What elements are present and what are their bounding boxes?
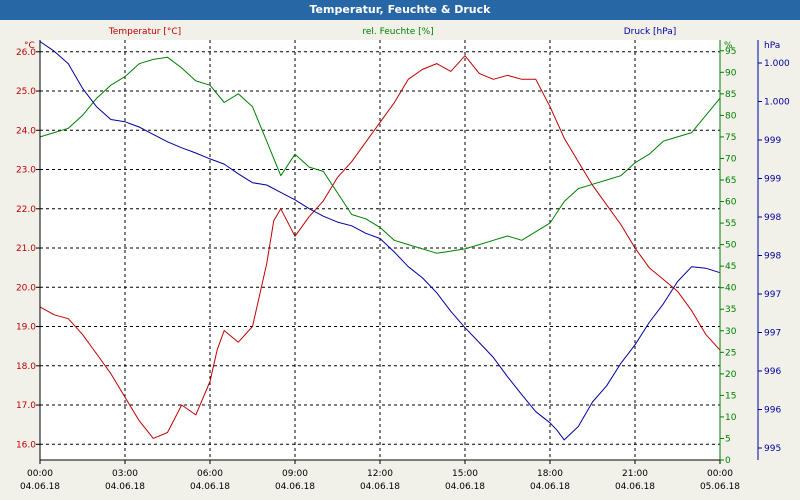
x-tick-date-label: 04.06.18	[20, 482, 60, 492]
temperature-tick-label: 16.0	[16, 440, 36, 450]
pressure-tick-label: 995	[764, 444, 781, 454]
temperature-tick-label: 18.0	[16, 362, 36, 372]
x-tick-date-label: 05.06.18	[700, 482, 740, 492]
x-tick-date-label: 04.06.18	[190, 482, 230, 492]
temperature-tick-label: 25.0	[16, 87, 36, 97]
temperature-tick-label: 21.0	[16, 244, 36, 254]
x-tick-date-label: 04.06.18	[445, 482, 485, 492]
humidity-tick-label: 75	[725, 133, 736, 143]
x-tick-time-label: 18:00	[537, 469, 563, 479]
temperature-tick-label: 24.0	[16, 126, 36, 136]
pressure-tick-label: 996	[764, 367, 781, 377]
x-tick-date-label: 04.06.18	[530, 482, 570, 492]
pressure-tick-label: 1.000	[764, 59, 790, 69]
humidity-tick-label: 80	[725, 111, 737, 121]
temperature-tick-label: 23.0	[16, 166, 36, 176]
temperature-axis-title: Temperatur [°C]	[108, 27, 181, 37]
x-tick-time-label: 03:00	[112, 469, 138, 479]
humidity-tick-label: 90	[725, 68, 737, 78]
x-tick-date-label: 04.06.18	[275, 482, 315, 492]
humidity-tick-label: 95	[725, 47, 736, 57]
humidity-tick-label: 30	[725, 327, 737, 337]
x-tick-time-label: 09:00	[282, 469, 308, 479]
x-tick-time-label: 06:00	[197, 469, 223, 479]
humidity-axis-title: rel. Feuchte [%]	[362, 27, 433, 37]
window-title: Temperatur, Feuchte & Druck	[0, 0, 800, 20]
pressure-tick-label: 999	[764, 175, 781, 185]
humidity-tick-label: 25	[725, 348, 736, 358]
humidity-tick-label: 45	[725, 262, 736, 272]
x-tick-date-label: 04.06.18	[615, 482, 655, 492]
pressure-tick-label: 996	[764, 406, 781, 416]
pressure-line	[39, 41, 721, 441]
humidity-tick-label: 10	[725, 413, 737, 423]
x-tick-date-label: 04.06.18	[105, 482, 145, 492]
series-group	[39, 41, 721, 441]
temperature-unit-label: °C	[24, 41, 35, 51]
humidity-tick-label: 70	[725, 154, 737, 164]
humidity-line	[39, 56, 721, 254]
humidity-tick-label: 65	[725, 176, 736, 186]
x-tick-time-label: 12:00	[367, 469, 393, 479]
x-tick-time-label: 15:00	[452, 469, 478, 479]
pressure-tick-label: 998	[764, 252, 781, 262]
humidity-tick-label: 20	[725, 370, 737, 380]
x-tick-time-label: 00:00	[27, 469, 53, 479]
pressure-axis-title: Druck [hPa]	[624, 27, 677, 37]
pressure-tick-label: 1.000	[764, 98, 790, 108]
temperature-tick-label: 17.0	[16, 401, 36, 411]
humidity-tick-label: 0	[725, 456, 731, 466]
humidity-tick-label: 50	[725, 241, 737, 251]
temperature-tick-label: 22.0	[16, 205, 36, 215]
humidity-tick-label: 55	[725, 219, 736, 229]
x-tick-date-label: 04.06.18	[360, 482, 400, 492]
grid	[40, 40, 720, 460]
pressure-tick-label: 998	[764, 213, 781, 223]
humidity-tick-label: 35	[725, 305, 736, 315]
humidity-tick-label: 15	[725, 391, 736, 401]
humidity-unit-label: %	[724, 41, 733, 51]
chart: 00:00 04.06.18 03:00 04.06.18 06:00 04.06.18 0…	[0, 20, 800, 500]
humidity-tick-label: 60	[725, 198, 737, 208]
x-tick-time-label: 21:00	[622, 469, 648, 479]
x-tick-time-label: 00:00	[707, 469, 733, 479]
pressure-unit-label: hPa	[764, 41, 780, 51]
temperature-line	[39, 55, 721, 439]
humidity-tick-label: 85	[725, 90, 736, 100]
humidity-tick-label: 5	[725, 434, 731, 444]
pressure-tick-label: 997	[764, 290, 781, 300]
temperature-tick-label: 19.0	[16, 323, 36, 333]
humidity-tick-label: 40	[725, 284, 737, 294]
pressure-tick-label: 997	[764, 329, 781, 339]
pressure-tick-label: 999	[764, 136, 781, 146]
axes-group: 00:00 04.06.18 03:00 04.06.18 06:00 04.06.18 0…	[16, 27, 790, 492]
temperature-tick-label: 26.0	[16, 48, 36, 58]
temperature-tick-label: 20.0	[16, 283, 36, 293]
